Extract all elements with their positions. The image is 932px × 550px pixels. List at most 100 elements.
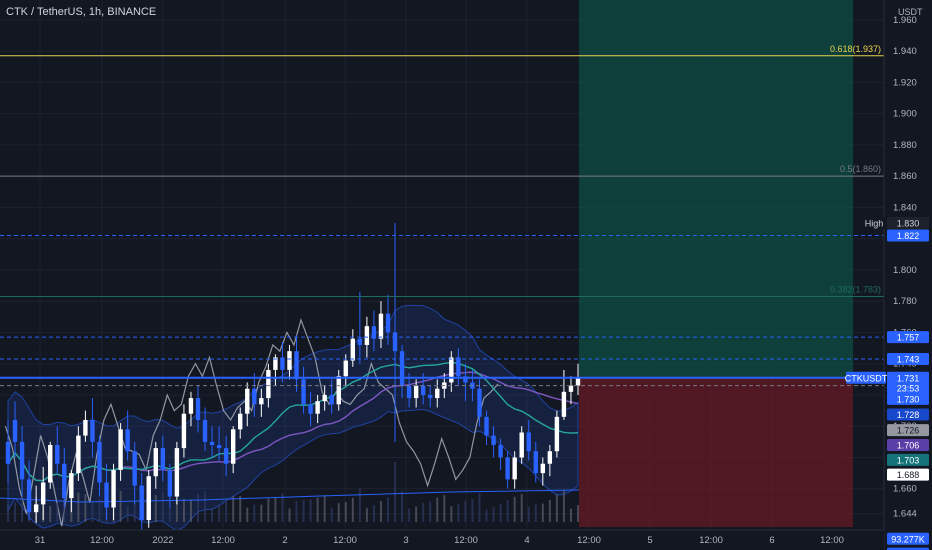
candle[interactable] — [48, 441, 53, 489]
candle[interactable] — [139, 473, 144, 536]
candle[interactable] — [512, 451, 517, 489]
candle[interactable] — [195, 385, 201, 433]
price-tag-box — [887, 453, 929, 466]
candle[interactable] — [371, 310, 377, 352]
candle[interactable] — [202, 407, 208, 452]
candle[interactable] — [90, 398, 95, 458]
candle[interactable] — [245, 382, 250, 427]
candle[interactable] — [498, 438, 503, 470]
candle[interactable] — [26, 460, 32, 520]
candle[interactable] — [413, 379, 419, 408]
candle[interactable] — [322, 385, 327, 411]
candle[interactable] — [97, 435, 102, 497]
candle[interactable] — [238, 407, 243, 439]
candle[interactable] — [223, 435, 229, 477]
candle[interactable] — [188, 391, 194, 427]
price-tag[interactable]: 1.703 — [887, 453, 929, 466]
candle[interactable] — [259, 388, 264, 417]
candle[interactable] — [392, 223, 398, 442]
candle[interactable] — [125, 410, 130, 461]
candle[interactable] — [118, 423, 123, 481]
candle[interactable] — [547, 444, 553, 477]
price-tag[interactable]: 23:53 — [887, 381, 929, 394]
candle[interactable] — [55, 426, 60, 474]
candle[interactable] — [216, 426, 222, 461]
candle[interactable] — [526, 419, 531, 461]
price-tag[interactable]: 1.730 — [887, 392, 929, 405]
candle-body — [554, 416, 560, 452]
candle[interactable] — [19, 426, 25, 497]
candle[interactable] — [336, 369, 341, 411]
candle[interactable] — [505, 451, 510, 489]
candle[interactable] — [273, 354, 278, 386]
price-tag[interactable]: High — [862, 217, 886, 230]
price-tag[interactable]: 1.728 — [887, 408, 929, 421]
candle[interactable] — [252, 373, 257, 417]
candle[interactable] — [315, 394, 320, 424]
candle[interactable] — [477, 379, 482, 427]
candle[interactable] — [484, 410, 489, 445]
candle[interactable] — [62, 448, 67, 508]
candle[interactable] — [33, 485, 39, 524]
price-tag[interactable]: 1.830 — [887, 217, 929, 230]
long-position-stop-zone[interactable] — [579, 377, 853, 527]
price-tag[interactable]: 1.688 — [887, 468, 929, 481]
price-tag[interactable]: 1.757 — [887, 331, 929, 344]
candle[interactable] — [568, 376, 574, 405]
candle[interactable] — [69, 469, 74, 513]
candle[interactable] — [294, 335, 299, 392]
candle[interactable] — [174, 441, 180, 505]
candle[interactable] — [378, 301, 384, 349]
candle[interactable] — [406, 373, 412, 408]
candle[interactable] — [343, 354, 348, 386]
candle[interactable] — [350, 329, 356, 367]
price-tag[interactable]: 1.731 — [887, 371, 929, 384]
candle[interactable] — [287, 344, 292, 380]
candle[interactable] — [533, 441, 538, 483]
candle[interactable] — [230, 426, 236, 474]
candle[interactable] — [491, 426, 496, 458]
candle[interactable] — [5, 419, 11, 483]
candle[interactable] — [160, 435, 166, 481]
candle[interactable] — [76, 426, 81, 481]
price-tag[interactable]: 1.706 — [887, 438, 929, 451]
candle[interactable] — [329, 379, 334, 414]
candle[interactable] — [385, 294, 391, 345]
candle[interactable] — [280, 341, 285, 383]
candle[interactable] — [456, 348, 461, 386]
candle[interactable] — [209, 426, 215, 458]
time-axis[interactable] — [0, 530, 884, 550]
candle[interactable] — [554, 410, 560, 458]
candle[interactable] — [146, 469, 151, 528]
price-tag[interactable]: 1.822 — [887, 229, 929, 242]
candle-body — [505, 457, 510, 480]
candle[interactable] — [132, 441, 137, 505]
candle[interactable] — [111, 463, 116, 520]
candle[interactable] — [301, 366, 306, 414]
candle[interactable] — [308, 391, 313, 427]
symbol-legend[interactable]: CTK / TetherUS, 1h, BINANCE — [6, 6, 157, 18]
candle[interactable] — [399, 344, 405, 399]
candle[interactable] — [167, 463, 173, 508]
candle[interactable] — [463, 363, 468, 402]
candle[interactable] — [104, 463, 109, 520]
candle[interactable] — [40, 466, 46, 520]
candle[interactable] — [12, 401, 18, 458]
price-tag[interactable]: CTKUSDT — [845, 371, 888, 384]
candle[interactable] — [181, 404, 187, 458]
price-tag[interactable]: 1.726 — [887, 424, 929, 437]
candle[interactable] — [449, 351, 454, 392]
price-tag[interactable]: 93.277K — [887, 532, 929, 545]
candle[interactable] — [153, 441, 158, 489]
candle[interactable] — [435, 379, 440, 408]
candle[interactable] — [428, 385, 433, 408]
candle[interactable] — [575, 363, 581, 395]
price-tag[interactable]: 1.743 — [887, 353, 929, 366]
candle[interactable] — [83, 410, 88, 442]
long-position-target-zone[interactable] — [579, 0, 853, 378]
candle[interactable] — [540, 457, 546, 486]
candle[interactable] — [357, 291, 363, 364]
candle[interactable] — [519, 426, 524, 464]
